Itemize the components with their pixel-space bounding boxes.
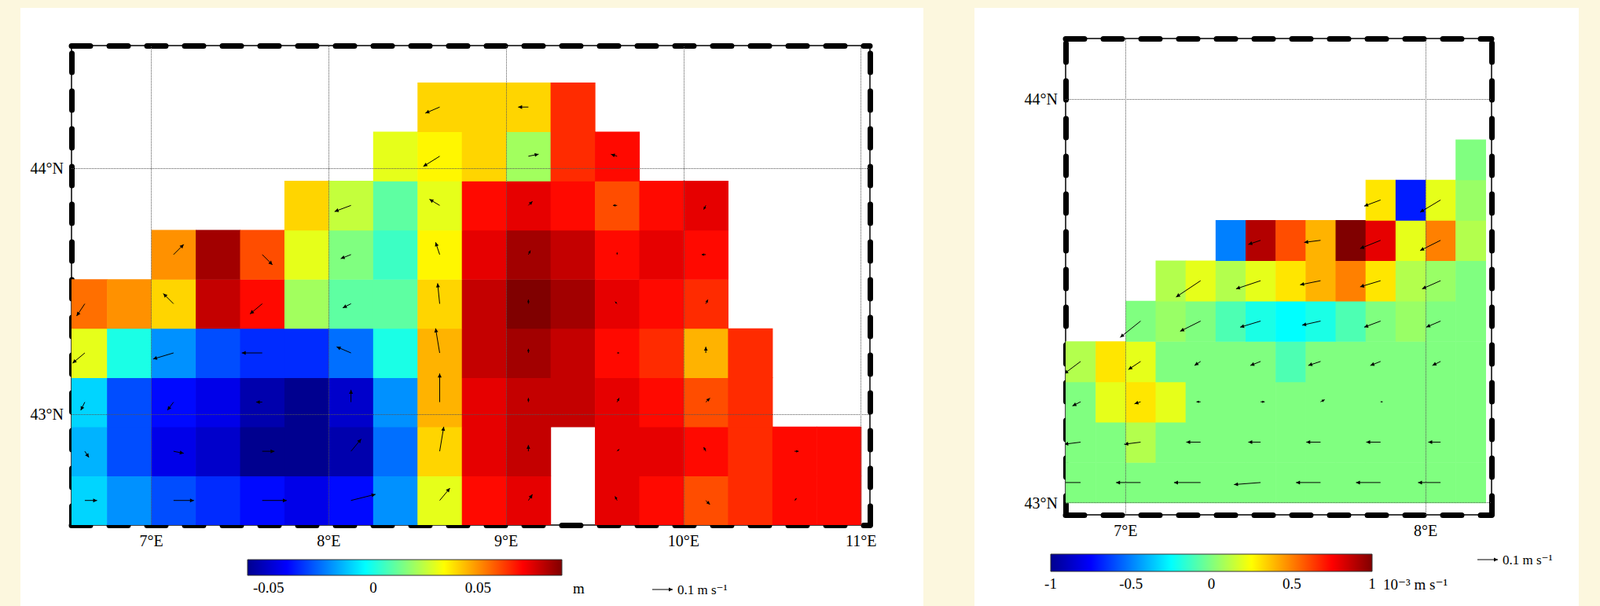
svg-text:11°E: 11°E [845,532,877,550]
svg-text:10°E: 10°E [667,532,700,550]
svg-text:8°E: 8°E [1413,521,1438,540]
svg-text:0.5: 0.5 [1282,575,1302,592]
svg-text:-1: -1 [1044,575,1057,592]
svg-text:1: 1 [1368,575,1377,592]
svg-text:-0.5: -0.5 [1119,575,1143,592]
svg-text:10⁻³ m s⁻¹: 10⁻³ m s⁻¹ [1383,576,1448,593]
svg-text:0.1 m s⁻¹: 0.1 m s⁻¹ [1502,552,1553,568]
svg-text:8°E: 8°E [316,532,341,550]
svg-text:7°E: 7°E [1113,521,1138,540]
svg-text:43°N: 43°N [30,405,64,423]
svg-text:9°E: 9°E [494,532,518,550]
svg-text:0: 0 [369,579,378,596]
svg-text:0.1 m s⁻¹: 0.1 m s⁻¹ [677,582,728,598]
svg-text:43°N: 43°N [1024,494,1058,512]
svg-text:44°N: 44°N [1024,90,1058,108]
svg-text:0: 0 [1207,575,1216,592]
svg-text:m: m [572,579,585,597]
svg-text:44°N: 44°N [30,159,64,177]
svg-text:0.05: 0.05 [465,579,492,596]
svg-text:7°E: 7°E [139,532,163,550]
svg-text:-0.05: -0.05 [253,579,285,596]
